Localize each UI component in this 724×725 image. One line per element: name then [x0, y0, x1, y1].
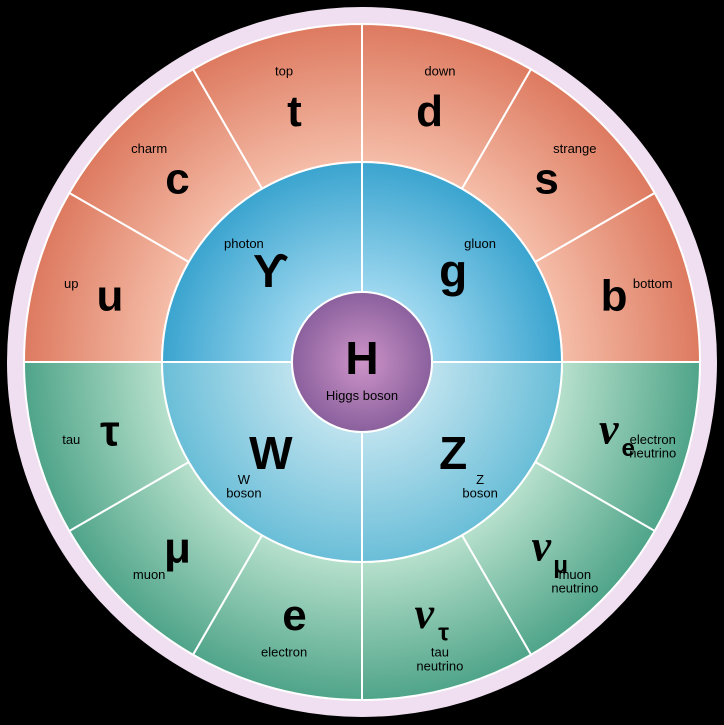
label-down: down: [424, 63, 455, 78]
symbol-down: d: [416, 87, 443, 136]
label-muon: muon: [133, 567, 166, 582]
symbol-gluon: g: [439, 245, 467, 297]
label-charm: charm: [131, 141, 167, 156]
label-tau: tau: [62, 432, 80, 447]
svg-text:ν: ν: [599, 405, 619, 454]
label-up: up: [64, 276, 78, 291]
label-gluon: gluon: [464, 236, 496, 251]
particle-wheel-diagram: t top ccharm u up d down sstrange bbottom ν e elect…: [0, 0, 724, 725]
symbol-electron: e: [282, 591, 306, 640]
symbol-up: u: [96, 271, 123, 320]
label-top: top: [275, 63, 293, 78]
svg-text:τ: τ: [438, 619, 449, 646]
symbol-Z: Z: [439, 427, 467, 479]
symbol-bottom: b: [601, 271, 628, 320]
svg-text:ν: ν: [532, 522, 552, 571]
label-electron: electron: [261, 645, 307, 660]
symbol-charm: c: [165, 154, 189, 203]
symbol-W: W: [249, 427, 293, 479]
label-strange: strange: [553, 141, 596, 156]
symbol-strange: s: [534, 154, 558, 203]
label-bottom: bottom: [633, 276, 673, 291]
label-higgs: Higgs boson: [326, 388, 398, 403]
label-photon: photon: [224, 236, 264, 251]
symbol-muon: μ: [164, 524, 191, 573]
label-electron: electronneutrino: [629, 432, 676, 461]
symbol-photon: ϒ: [253, 245, 288, 297]
symbol-tau: τ: [100, 407, 120, 456]
svg-text:ν: ν: [415, 589, 435, 638]
symbol-top: t: [287, 87, 302, 136]
symbol-higgs: H: [345, 332, 378, 384]
